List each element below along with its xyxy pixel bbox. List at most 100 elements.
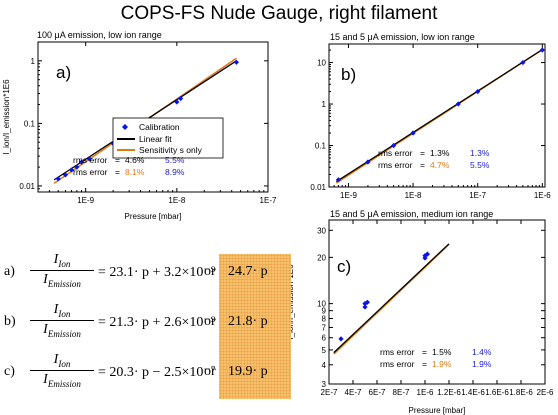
rms-equals: =	[422, 359, 427, 369]
or-text: or	[204, 264, 216, 279]
chart-title: 15 and 5 μA emission, medium ion range	[330, 209, 493, 219]
rms-equals: =	[420, 148, 425, 158]
or-text: or	[204, 364, 216, 379]
calibration-point	[178, 95, 184, 102]
rms-equals: =	[420, 160, 425, 170]
x-tick-label: 2E-7	[321, 388, 338, 397]
x-tick-label: 6E-7	[369, 388, 386, 397]
x-tick-label: 1.2E-6	[437, 388, 461, 397]
x-tick-label: 8E-7	[393, 388, 410, 397]
x-tick-label: 2E-6	[537, 388, 554, 397]
rms-equals: =	[115, 167, 120, 177]
legend-calibration-marker	[122, 124, 128, 130]
calibration-point	[68, 167, 75, 173]
sensitivity-expression: 21.8· p	[228, 314, 268, 329]
calibration-point	[174, 99, 180, 105]
x-tick-label: 1.4E-6	[461, 388, 485, 397]
panel-label: b)	[341, 65, 356, 84]
chart-title: 100 μA emission, low ion range	[37, 30, 162, 40]
calibration-point	[539, 47, 545, 53]
y-tick-label: 6	[322, 334, 327, 343]
calibration-point	[55, 176, 61, 182]
x-tick-label: 1E-9	[77, 196, 94, 205]
rms-value-alt: 5.5%	[165, 155, 185, 165]
plot-frame	[328, 219, 546, 385]
x-tick-label: 1.8E-6	[509, 388, 533, 397]
chart-b: 15 and 5 μA emission, low ion range 1E-9 1…	[310, 32, 551, 200]
rms-label: rms error	[380, 347, 415, 357]
rms-label: rms error	[378, 148, 413, 158]
x-tick-label: 1E-7	[260, 196, 277, 205]
formula-tag: b)	[4, 314, 16, 329]
rms-value-fit: 1.5%	[432, 347, 452, 357]
calibration-point	[74, 164, 80, 170]
rms-value-alt: 1.4%	[472, 347, 492, 357]
calibration-point	[520, 59, 526, 66]
rms-equals: =	[115, 155, 120, 165]
sensitivity-expression: 19.9· p	[228, 364, 268, 379]
rms-equals: =	[422, 347, 427, 357]
rms-label: rms error	[380, 359, 415, 369]
plot-frame	[328, 43, 546, 188]
x-tick-label: 1.6E-6	[485, 388, 509, 397]
plot-frame	[37, 41, 269, 193]
y-axis-label: I_ion/I_emission*1E6	[2, 79, 11, 155]
ratio-fraction: IIon IEmission	[30, 302, 94, 339]
rms-value-fit: 8.1%	[125, 167, 145, 177]
panel-label: a)	[56, 63, 71, 82]
rms-label: rms error	[378, 160, 413, 170]
x-tick-label: 4E-7	[345, 388, 362, 397]
y-tick-label: 30	[317, 226, 326, 235]
x-tick-label: 1E-9	[340, 191, 357, 200]
x-axis-label: Pressure [mbar]	[125, 212, 182, 221]
legend-linear-label: Linear fit	[139, 134, 172, 144]
x-tick-label: 1E-8	[168, 196, 185, 205]
linear-fit-expression: = 23.1· p + 3.2×10⁻⁹	[98, 265, 216, 280]
panel-label: c)	[337, 257, 351, 276]
x-tick-label: 1E-8	[405, 191, 422, 200]
calibration-point	[233, 59, 239, 65]
calibration-point	[362, 304, 368, 310]
chart-a: 100 μA emission, low ion range 1E-9 1E-8 1E…	[2, 30, 277, 221]
y-tick-label: 5	[322, 346, 327, 355]
linear-fit-expression: = 21.3· p + 2.6×10⁻⁹	[98, 315, 216, 330]
y-tick-label: 1	[322, 100, 327, 109]
x-tick-label: 1E-7	[469, 191, 486, 200]
rms-value-alt: 1.9%	[472, 359, 492, 369]
sensitivity-only-highlight	[219, 254, 291, 399]
y-tick-label: 4	[322, 361, 327, 370]
y-tick-label: 1	[31, 57, 36, 66]
formula-tag: c)	[4, 364, 15, 379]
legend-sensitivity-label: Sensitivity s only	[139, 145, 203, 155]
rms-value-alt: 8.9%	[165, 167, 185, 177]
rms-value-alt: 1.3%	[470, 148, 490, 158]
chart-c: 15 and 5 μA emission, medium ion range 2E…	[286, 209, 554, 415]
y-tick-label: 20	[317, 253, 326, 262]
calibration-point	[391, 142, 397, 149]
rms-value-fit: 4.7%	[430, 160, 450, 170]
y-tick-label: 8	[322, 315, 327, 324]
x-tick-label: 1E-6	[417, 388, 434, 397]
legend-calibration-label: Calibration	[139, 122, 180, 132]
sensitivity-expression: 24.7· p	[228, 264, 268, 279]
rms-value-fit: 1.9%	[432, 359, 452, 369]
y-tick-label: 10	[317, 59, 326, 68]
y-tick-label: 9	[322, 307, 327, 316]
main-title: COPS-FS Nude Gauge, right filament	[120, 3, 438, 24]
calibration-point	[422, 255, 428, 261]
y-tick-label: 0.01	[310, 183, 326, 192]
y-tick-label: 3	[322, 380, 327, 389]
calibration-point	[86, 156, 93, 162]
rms-label: rms error	[73, 167, 108, 177]
rms-label: rms error	[73, 155, 108, 165]
calibration-point	[338, 336, 344, 342]
ratio-fraction: IIon IEmission	[30, 252, 94, 289]
rms-value-fit: 4.6%	[125, 155, 145, 165]
calibration-point	[62, 172, 69, 178]
y-tick-label: 0.1	[24, 119, 36, 128]
x-axis-label: Pressure [mbar]	[409, 406, 466, 415]
ratio-fraction: IIon IEmission	[30, 352, 94, 389]
linear-fit-line	[336, 49, 543, 183]
calibration-point	[455, 101, 461, 107]
